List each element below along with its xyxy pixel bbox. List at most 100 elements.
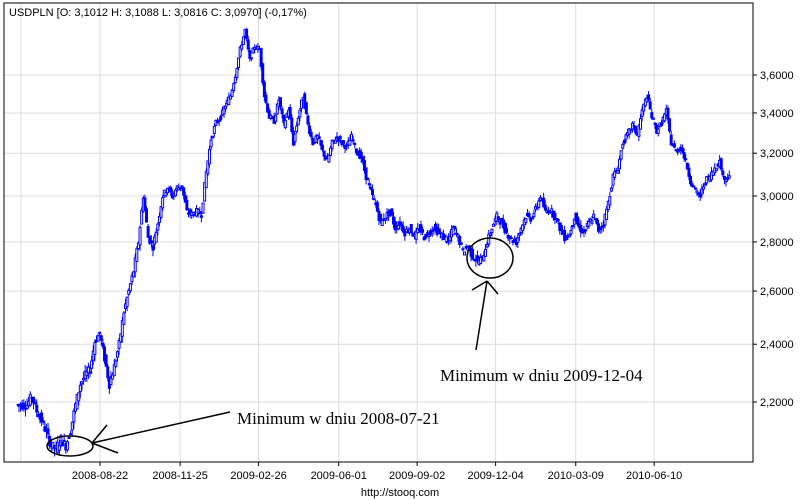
candle-body bbox=[149, 240, 153, 243]
candle-body bbox=[653, 122, 657, 125]
candle-body bbox=[492, 223, 496, 227]
source-link[interactable]: http://stooq.com bbox=[361, 487, 439, 499]
candle-body bbox=[262, 81, 266, 98]
candle-body bbox=[611, 174, 615, 186]
y-tick-label: 2,6000 bbox=[760, 286, 794, 298]
candle-body bbox=[111, 374, 115, 380]
candle-body bbox=[524, 218, 528, 224]
candle-body bbox=[98, 331, 102, 334]
candle-body bbox=[322, 150, 326, 157]
candle-body bbox=[211, 135, 215, 139]
candle-body bbox=[527, 213, 531, 218]
candle-body bbox=[282, 114, 286, 123]
candle-body bbox=[511, 240, 515, 243]
candle-body bbox=[88, 371, 92, 374]
candle-body bbox=[727, 175, 731, 179]
candle-body bbox=[259, 47, 263, 67]
candle-body bbox=[606, 201, 610, 210]
candle-body bbox=[576, 216, 580, 225]
candle-body bbox=[140, 209, 144, 225]
candle-body bbox=[238, 46, 242, 57]
candle-body bbox=[148, 235, 152, 244]
candle-body bbox=[203, 182, 207, 202]
candle-body bbox=[169, 187, 173, 193]
candle-body bbox=[264, 94, 268, 104]
candle-body bbox=[117, 340, 121, 349]
candle-body bbox=[115, 351, 119, 358]
candle-body bbox=[267, 109, 271, 119]
candle-body bbox=[119, 333, 123, 343]
candle-body bbox=[372, 198, 376, 201]
candle-body bbox=[588, 218, 592, 222]
x-tick-label: 2009-06-01 bbox=[311, 470, 367, 482]
candle-body bbox=[701, 186, 705, 190]
candle-body bbox=[509, 237, 513, 240]
candle-body bbox=[427, 234, 431, 238]
candle-body bbox=[537, 200, 541, 209]
candle-body bbox=[711, 170, 715, 176]
candle-body bbox=[475, 255, 479, 260]
candle-body bbox=[343, 144, 347, 150]
y-tick-label: 3,4000 bbox=[760, 108, 794, 120]
candle-body bbox=[201, 202, 205, 214]
candle-body bbox=[120, 320, 124, 337]
candle-body bbox=[182, 187, 186, 196]
candle-body bbox=[62, 439, 66, 442]
candle-body bbox=[692, 185, 696, 188]
candle-body bbox=[432, 228, 436, 232]
candle-body bbox=[595, 218, 599, 225]
candle-body bbox=[125, 296, 129, 308]
candle-body bbox=[180, 185, 184, 189]
candle-body bbox=[453, 225, 457, 230]
candle-body bbox=[327, 154, 331, 163]
candle-body bbox=[166, 187, 170, 194]
candle-body bbox=[185, 199, 189, 211]
candle-body bbox=[454, 232, 458, 235]
candle-body bbox=[217, 119, 221, 122]
candle-body bbox=[592, 213, 596, 218]
candle-body bbox=[714, 168, 718, 172]
arrow-head bbox=[486, 280, 499, 295]
candle-body bbox=[550, 208, 554, 213]
candle-body bbox=[132, 271, 136, 278]
candle-body bbox=[458, 235, 462, 245]
candle-body bbox=[36, 413, 40, 418]
y-axis: 2,2000 2,4000 2,6000 2,8000 3,0000 3,2000 3,40… bbox=[753, 70, 794, 409]
candle-body bbox=[348, 139, 352, 146]
candle-body bbox=[222, 107, 226, 115]
candle-body bbox=[198, 211, 202, 215]
candle-body bbox=[106, 366, 110, 379]
candle-body bbox=[127, 289, 131, 295]
candle-body bbox=[317, 136, 321, 140]
candle-body bbox=[643, 98, 647, 107]
candle-body bbox=[459, 242, 463, 245]
candle-body bbox=[375, 201, 379, 212]
y-tick-label: 2,2000 bbox=[760, 397, 794, 409]
candle-body bbox=[86, 366, 90, 374]
candle-body bbox=[59, 435, 63, 442]
candle-body bbox=[320, 144, 324, 151]
candle-body bbox=[367, 183, 371, 186]
candle-body bbox=[91, 350, 95, 361]
candle-body bbox=[366, 177, 370, 181]
candle-body bbox=[362, 160, 366, 171]
candle-body bbox=[209, 139, 213, 148]
candle-body bbox=[232, 83, 236, 92]
candle-body bbox=[90, 360, 94, 369]
candle-body bbox=[133, 257, 137, 273]
candle-body bbox=[283, 119, 287, 129]
candle-body bbox=[293, 133, 297, 143]
candle-body bbox=[101, 342, 105, 347]
candle-body bbox=[461, 248, 465, 251]
candle-body bbox=[700, 188, 704, 195]
candle-body bbox=[722, 175, 726, 180]
candle-body bbox=[705, 176, 709, 184]
candle-body bbox=[154, 231, 158, 243]
candle-body bbox=[280, 108, 284, 115]
candle-body bbox=[684, 158, 688, 161]
candle-body bbox=[487, 233, 491, 245]
candle-body bbox=[228, 95, 232, 100]
candle-body bbox=[695, 190, 699, 194]
candle-body bbox=[647, 94, 651, 101]
candle-body bbox=[414, 230, 418, 240]
